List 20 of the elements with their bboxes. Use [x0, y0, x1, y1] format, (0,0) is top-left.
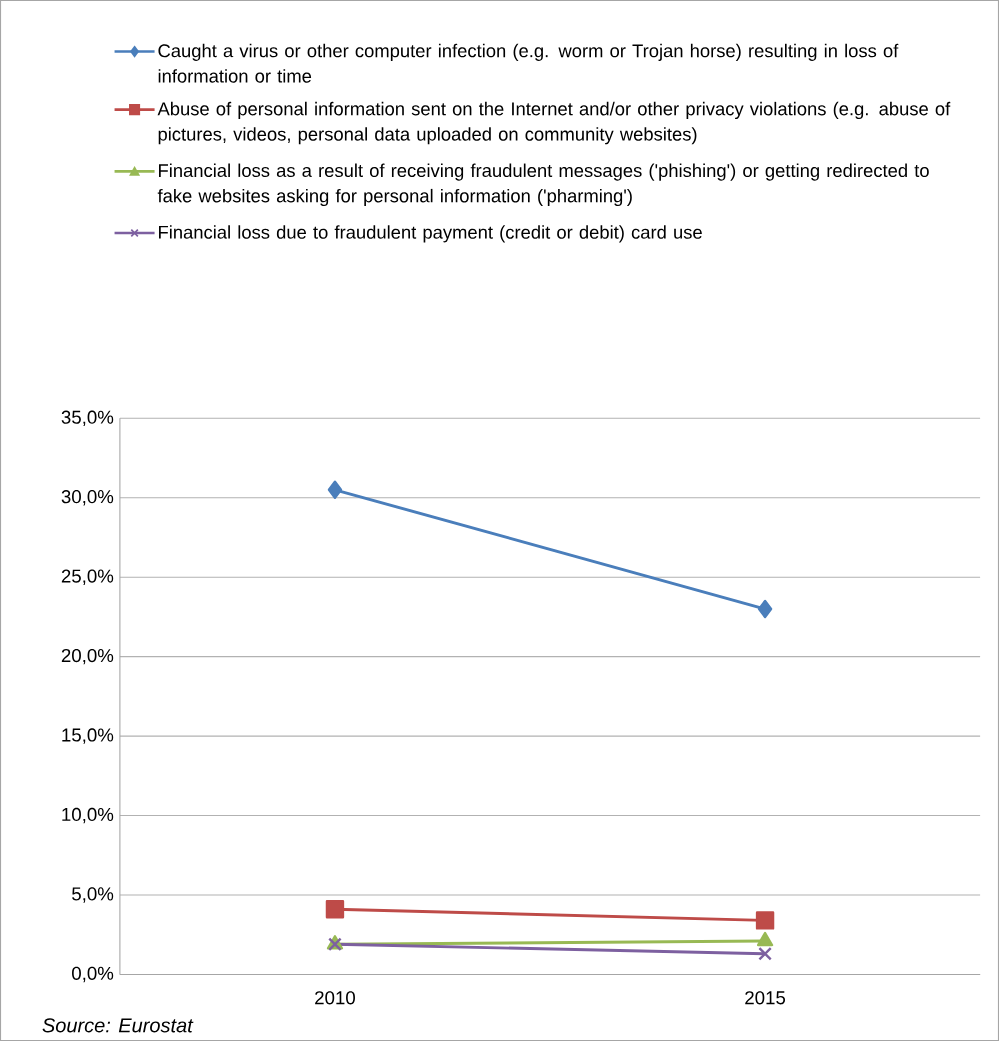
y-tick-label: 0,0%: [72, 966, 114, 983]
y-tick-label: 5,0%: [72, 887, 114, 903]
y-tick-label: 35,0%: [61, 410, 114, 427]
point: [327, 480, 343, 500]
point: [325, 900, 345, 919]
legend-label: Financial loss due to fraudulent payment (credit or debit) card use: [159, 225, 702, 243]
y-tick-label: 15,0%: [62, 728, 114, 744]
text: Source: Eurostat: [42, 1018, 194, 1033]
y-tick-label: 20,0%: [61, 648, 114, 665]
legend-label: Abuse of personal information sent on the Internet and/or other privacy violations (e.g. abuse of pictures, videos, personal data uploaded on community websites): [157, 101, 951, 145]
legend-label: Caught a virus or other computer infection (e.g. worm or Trojan horse) resulting in loss of information or time: [158, 43, 899, 83]
y-tick-label: 30,0%: [61, 490, 114, 506]
point: [757, 599, 773, 619]
point: [758, 946, 772, 961]
y-tick-label: 25,0%: [61, 569, 114, 585]
x-tick-label: 2015: [745, 991, 786, 1005]
y-tick-label: 10,0%: [62, 807, 114, 824]
x-tick-label: 2010: [315, 991, 355, 1005]
point: [755, 911, 775, 930]
legend-label: Financial loss as a result of receiving fraudulent messages ('phishing') or getting redirected to fake websites asking for personal information ('pharming'): [157, 163, 929, 207]
